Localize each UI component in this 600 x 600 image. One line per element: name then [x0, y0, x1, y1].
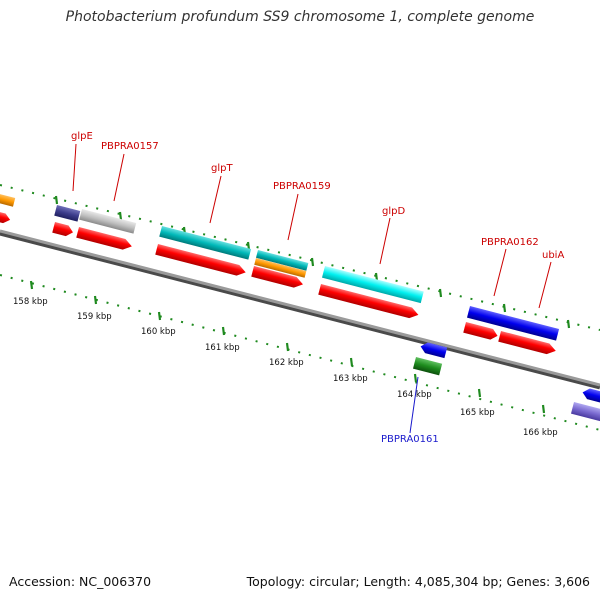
backbone-shadow	[0, 230, 600, 390]
gene-labels: glpE PBPRA0157 glpT PBPRA0159 glpD PBPRA…	[71, 131, 564, 445]
blue-reverse-arrow	[582, 388, 600, 406]
inner-tick-dots	[0, 274, 600, 431]
inner-major-ticks	[29, 280, 546, 414]
cyan-feature	[159, 226, 252, 260]
gene-label-glpt: glpT	[211, 163, 233, 174]
bright-cyan-feature	[321, 266, 424, 304]
orange-feature	[254, 258, 307, 278]
gene-label-pbpra0161: PBPRA0161	[381, 434, 439, 445]
gray-feature	[79, 209, 137, 234]
tick-labels: 158 kbp 159 kbp 160 kbp 161 kbp 162 kbp …	[13, 297, 558, 438]
tick-label: 164 kbp	[397, 390, 432, 400]
lavender-feature	[570, 402, 600, 424]
cyan-feature	[255, 250, 309, 271]
tick-label: 162 kbp	[269, 358, 304, 368]
label-leaders	[72, 143, 552, 434]
red-cds-arrow	[52, 222, 73, 237]
blue-reverse-arrow	[420, 342, 448, 359]
outer-major-ticks	[54, 195, 571, 329]
tick-label: 165 kbp	[460, 408, 495, 418]
gene-label-pbpra0162: PBPRA0162	[481, 237, 539, 248]
tick-label: 158 kbp	[13, 297, 48, 307]
page-title: Photobacterium profundum SS9 chromosome …	[65, 9, 535, 25]
red-cds-arrow	[155, 244, 246, 276]
navy-feature	[54, 205, 81, 222]
tick-label: 160 kbp	[141, 327, 176, 337]
tick-label: 163 kbp	[333, 374, 368, 384]
green-feature	[412, 357, 443, 376]
red-cds-arrow	[318, 284, 419, 319]
red-cds-arrow	[0, 210, 11, 224]
gene-label-pbpra0159: PBPRA0159	[273, 181, 331, 192]
tick-label: 161 kbp	[205, 343, 240, 353]
outer-tick-dots	[0, 184, 600, 331]
gene-label-ubia: ubiA	[542, 250, 564, 261]
gene-label-glpe: glpE	[71, 131, 93, 142]
backbone	[0, 229, 600, 387]
blue-feature	[466, 306, 560, 341]
gene-features	[0, 192, 600, 424]
red-cds-arrow	[76, 227, 132, 250]
topology-text: Topology: circular; Length: 4,085,304 bp…	[246, 574, 590, 589]
orange-feature	[0, 192, 16, 207]
tick-label: 159 kbp	[77, 312, 112, 322]
red-cds-arrow	[463, 322, 498, 340]
gene-label-glpd: glpD	[382, 206, 405, 217]
red-cds-arrow	[251, 266, 303, 288]
red-cds-arrow	[498, 331, 556, 355]
gene-label-pbpra0157: PBPRA0157	[101, 141, 159, 152]
tick-label: 166 kbp	[523, 428, 558, 438]
accession-text: Accession: NC_006370	[9, 574, 152, 589]
